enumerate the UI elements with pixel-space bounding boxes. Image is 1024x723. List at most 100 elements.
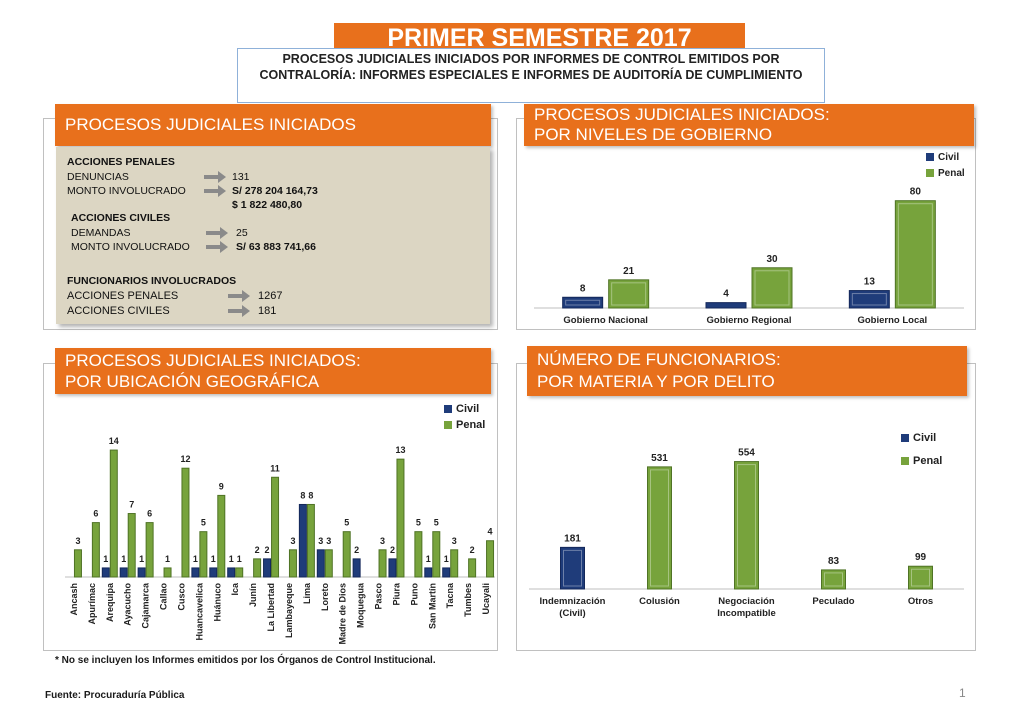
bar-civil-san-martin [424, 567, 433, 578]
legend-swatch-civil [901, 434, 909, 442]
data-label-penal-gobierno-nacional: 21 [623, 266, 635, 277]
data-label-penal-gobierno-local: 80 [910, 187, 922, 198]
arrow-icon [228, 290, 250, 302]
bar-penal-lima [306, 503, 315, 578]
category-label-ica: Ica [230, 582, 240, 596]
panel-iniciados-header: PROCESOS JUDICIALES INICIADOS [55, 104, 491, 146]
category-label-junin: Junín [248, 583, 258, 607]
bar-civil-huancavelica [191, 567, 200, 578]
bar-penal-piura [396, 458, 405, 578]
category-label-cajamarca: Cajamarca [141, 582, 151, 629]
bar-penal-arequipa [109, 449, 118, 578]
data-label-civil-gobierno-nacional: 8 [580, 283, 586, 294]
data-label-penal-ica: 1 [237, 554, 242, 564]
data-label-penal-otros: 99 [915, 552, 927, 563]
category-label-indemnizacion-civil: Indemnización [540, 596, 606, 607]
bar-penal-gobierno-regional [751, 267, 793, 309]
arrow-icon [206, 227, 228, 239]
panel-funcionarios-header: NÚMERO DE FUNCIONARIOS: POR MATERIA Y PO… [527, 346, 967, 396]
panel-geografica-header-line1: PROCESOS JUDICIALES INICIADOS: [65, 351, 361, 370]
data-label-civil-lima: 8 [300, 490, 305, 500]
bar-penal-cusco [181, 467, 190, 578]
category-label-cusco: Cusco [176, 583, 186, 611]
func-penales-value: 1267 [258, 290, 283, 302]
category-label-ayacucho: Ayacucho [123, 583, 133, 626]
bar-civil-tacna [442, 567, 451, 578]
bar-penal-colusion [647, 466, 672, 590]
data-label-civil-gobierno-local: 13 [864, 277, 876, 288]
monto-penal-label: MONTO INVOLUCRADO [67, 185, 186, 197]
bar-penal-peculado [821, 569, 846, 590]
demandas-label: DEMANDAS [71, 227, 131, 239]
data-label-penal-negociacion-incompatible: 554 [738, 448, 755, 459]
bar-penal-tumbes [468, 558, 477, 578]
panel-funcionarios-header-line1: NÚMERO DE FUNCIONARIOS: [537, 350, 781, 369]
data-label-penal-peculado: 83 [828, 556, 840, 567]
func-civiles-label: ACCIONES CIVILES [67, 305, 170, 317]
acciones-penales-heading: ACCIONES PENALES [67, 156, 175, 168]
legend-label-civil: Civil [938, 152, 959, 163]
data-label-penal-cajamarca: 6 [147, 509, 152, 519]
category-label-la-libertad: La Libertad [266, 583, 276, 632]
source-note: Fuente: Procuraduría Pública [45, 690, 185, 701]
bar-bevel-penal-gobierno-local [897, 203, 933, 306]
chart-funcionarios: 181 Indemnización(Civil) 531 Colusión 554 Neg… [529, 432, 964, 619]
category-label-puno: Puno [409, 583, 419, 606]
bar-civil-huanuco [209, 567, 218, 578]
data-label-civil-arequipa: 1 [103, 554, 108, 564]
data-label-penal-piura: 13 [395, 445, 405, 455]
bar-penal-pasco [378, 549, 387, 578]
category-label-pasco: Pasco [374, 583, 384, 610]
category-label-huanuco: Huánuco [212, 583, 222, 622]
bar-civil-lima [298, 503, 307, 578]
bar-bevel-penal-colusion [650, 469, 669, 587]
bar-penal-ancash [73, 549, 82, 578]
data-label-penal-loreto: 3 [326, 536, 331, 546]
data-label-penal-colusion: 531 [651, 453, 668, 464]
category-label-gobierno-nacional: Gobierno Nacional [563, 315, 647, 326]
bar-penal-tacna [450, 549, 459, 578]
panel-geografica-header: PROCESOS JUDICIALES INICIADOS: POR UBICA… [55, 348, 491, 394]
category-label-negociacion-incompatible-1: Incompatible [717, 608, 776, 619]
panel-geografica [43, 363, 498, 651]
monto-civil-label: MONTO INVOLUCRADO [71, 241, 190, 253]
data-label-penal-arequipa: 14 [109, 436, 119, 446]
iniciados-info-box: ACCIONES PENALES DENUNCIAS 131 MONTO INV… [56, 147, 490, 324]
bar-penal-san-martin [432, 531, 441, 578]
data-label-penal-lima: 8 [308, 490, 313, 500]
bar-civil-arequipa [101, 567, 110, 578]
legend-label-penal: Penal [456, 419, 485, 431]
legend-label-civil: Civil [913, 432, 936, 444]
data-label-penal-la-libertad: 11 [270, 463, 280, 473]
monto-penal-usd: $ 1 822 480,80 [232, 199, 303, 211]
category-label-lambayeque: Lambayeque [284, 583, 294, 638]
bar-penal-puno [414, 531, 423, 578]
funcionarios-heading: FUNCIONARIOS INVOLUCRADOS [67, 275, 237, 287]
bar-penal-madre-de-dios [342, 531, 351, 578]
legend-swatch-civil [926, 153, 934, 161]
bar-penal-gobierno-local [894, 200, 936, 309]
data-label-civil-gobierno-regional: 4 [723, 289, 729, 300]
denuncias-label: DENUNCIAS [67, 171, 129, 183]
data-label-penal-apurimac: 6 [93, 509, 98, 519]
category-label-ucayali: Ucayali [481, 583, 491, 615]
page-subtitle: PROCESOS JUDICIALES INICIADOS POR INFORM… [237, 48, 825, 103]
panel-geografica-header-line2: POR UBICACIÓN GEOGRÁFICA [65, 372, 320, 391]
panel-niveles-header-line1: PROCESOS JUDICIALES INICIADOS: [534, 105, 830, 124]
category-label-negociacion-incompatible: Negociación [718, 596, 775, 607]
data-label-penal-ancash: 3 [75, 536, 80, 546]
legend-label-penal: Penal [938, 168, 965, 179]
category-label-loreto: Loreto [320, 583, 330, 612]
bar-civil-loreto [316, 549, 325, 578]
category-label-tacna: Tacna [445, 582, 455, 608]
bar-bevel-civil-indemnizacion-civil [563, 549, 582, 587]
bar-bevel-penal-negociacion-incompatible [737, 464, 756, 587]
page-number: 1 [959, 686, 966, 700]
category-label-gobierno-regional: Gobierno Regional [707, 315, 792, 326]
bar-penal-ica [235, 567, 244, 578]
legend-swatch-penal [444, 421, 452, 429]
bar-civil-piura [388, 558, 397, 578]
category-label-arequipa: Arequipa [105, 582, 115, 622]
category-label-san-martin: San Martín [427, 583, 437, 629]
bar-civil-la-libertad [263, 558, 272, 578]
